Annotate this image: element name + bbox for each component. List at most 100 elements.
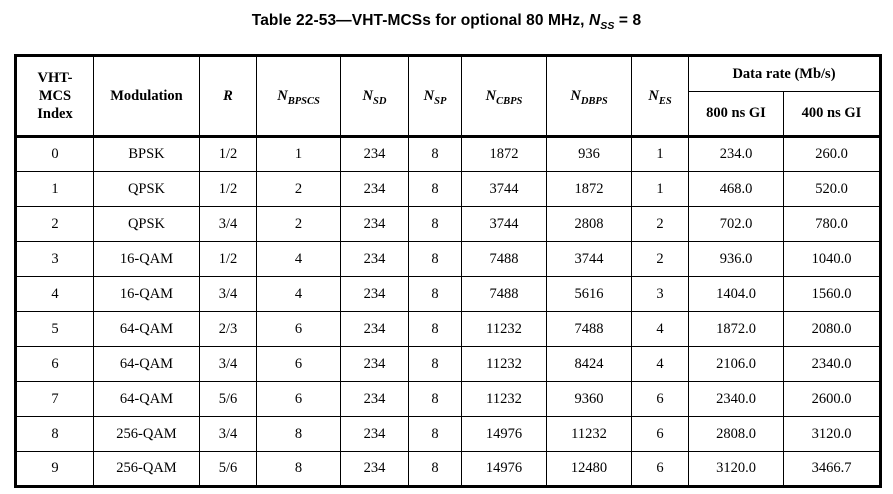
cell-gi-400: 780.0	[783, 206, 881, 242]
cell-n-es: 3	[631, 276, 689, 312]
column-header-gi-800: 800 ns GI	[688, 91, 784, 137]
cell-n-sd: 234	[340, 171, 409, 207]
cell-n-es: 6	[631, 381, 689, 417]
cell-r: 1/2	[199, 136, 257, 172]
cell-n-es: 4	[631, 311, 689, 347]
table-header: VHT- MCS Index Modulation R NBPSCS NSD NSP NCB…	[15, 55, 881, 137]
header-row-top: VHT- MCS Index Modulation R NBPSCS NSD NSP NCB…	[15, 55, 881, 137]
cell-gi-800: 1872.0	[688, 311, 784, 347]
cell-n-cbps: 7488	[461, 276, 547, 312]
cell-vht-mcs-index: 7	[15, 381, 94, 417]
cell-vht-mcs-index: 4	[15, 276, 94, 312]
table-row: 6 64-QAM 3/4 6 234 8 11232 8424 4 2106.0 2340.0	[15, 346, 881, 382]
cell-modulation: 16-QAM	[93, 276, 200, 312]
cell-gi-800: 936.0	[688, 241, 784, 277]
table-row: 0 BPSK 1/2 1 234 8 1872 936 1 234.0 260.0	[15, 136, 881, 172]
cell-n-dbps: 11232	[546, 416, 632, 452]
cell-r: 3/4	[199, 416, 257, 452]
cell-modulation: 64-QAM	[93, 381, 200, 417]
nss-subscript: SS	[600, 20, 615, 33]
cell-gi-800: 3120.0	[688, 451, 784, 487]
cell-n-sp: 8	[408, 416, 462, 452]
table-row: 2 QPSK 3/4 2 234 8 3744 2808 2 702.0 780.0	[15, 206, 881, 242]
column-header-n-sd: NSD	[340, 55, 409, 137]
cell-vht-mcs-index: 2	[15, 206, 94, 242]
cell-gi-400: 520.0	[783, 171, 881, 207]
cell-r: 5/6	[199, 451, 257, 487]
cell-n-dbps: 9360	[546, 381, 632, 417]
column-header-subscript: ES	[658, 95, 672, 107]
cell-n-bpscs: 6	[256, 311, 341, 347]
column-header-n-cbps: NCBPS	[461, 55, 547, 137]
column-header-symbol: N	[277, 87, 288, 104]
column-header-subscript: BPSCS	[287, 95, 320, 107]
cell-r: 5/6	[199, 381, 257, 417]
cell-vht-mcs-index: 1	[15, 171, 94, 207]
cell-gi-400: 260.0	[783, 136, 881, 172]
cell-gi-400: 1040.0	[783, 241, 881, 277]
cell-n-bpscs: 1	[256, 136, 341, 172]
cell-n-sp: 8	[408, 276, 462, 312]
cell-vht-mcs-index: 0	[15, 136, 94, 172]
table-title-suffix: = 8	[614, 12, 642, 29]
cell-vht-mcs-index: 5	[15, 311, 94, 347]
cell-n-sp: 8	[408, 241, 462, 277]
cell-vht-mcs-index: 8	[15, 416, 94, 452]
cell-n-dbps: 936	[546, 136, 632, 172]
table-row: 3 16-QAM 1/2 4 234 8 7488 3744 2 936.0 1040.0	[15, 241, 881, 277]
cell-gi-400: 2080.0	[783, 311, 881, 347]
cell-gi-800: 2808.0	[688, 416, 784, 452]
cell-n-bpscs: 6	[256, 346, 341, 382]
cell-n-cbps: 14976	[461, 451, 547, 487]
table-row: 8 256-QAM 3/4 8 234 8 14976 11232 6 2808.0 3120.0	[15, 416, 881, 452]
cell-modulation: 64-QAM	[93, 311, 200, 347]
column-header-n-sp: NSP	[408, 55, 462, 137]
column-header-label: VHT- MCS Index	[37, 69, 73, 123]
cell-n-cbps: 11232	[461, 311, 547, 347]
cell-n-dbps: 7488	[546, 311, 632, 347]
cell-n-dbps: 1872	[546, 171, 632, 207]
cell-n-es: 1	[631, 171, 689, 207]
column-header-subscript: DBPS	[580, 95, 608, 107]
table-body: 0 BPSK 1/2 1 234 8 1872 936 1 234.0 260.0 1 QPSK 1/2 2…	[15, 136, 881, 487]
column-header-subscript: CBPS	[496, 95, 523, 107]
cell-gi-400: 2340.0	[783, 346, 881, 382]
cell-n-sp: 8	[408, 171, 462, 207]
column-header-n-bpscs: NBPSCS	[256, 55, 341, 137]
column-header-vht-mcs-index: VHT- MCS Index	[15, 55, 94, 137]
column-header-n-es: NES	[631, 55, 689, 137]
column-header-subscript: SP	[434, 95, 447, 107]
cell-gi-800: 468.0	[688, 171, 784, 207]
cell-vht-mcs-index: 9	[15, 451, 94, 487]
cell-n-dbps: 5616	[546, 276, 632, 312]
cell-modulation: 64-QAM	[93, 346, 200, 382]
cell-n-bpscs: 6	[256, 381, 341, 417]
cell-n-bpscs: 4	[256, 276, 341, 312]
cell-n-sp: 8	[408, 311, 462, 347]
cell-n-bpscs: 2	[256, 206, 341, 242]
cell-n-es: 2	[631, 206, 689, 242]
cell-modulation: QPSK	[93, 206, 200, 242]
cell-n-sd: 234	[340, 451, 409, 487]
vht-mcs-table: VHT- MCS Index Modulation R NBPSCS NSD NSP NCB…	[14, 54, 882, 488]
cell-modulation: BPSK	[93, 136, 200, 172]
cell-n-bpscs: 4	[256, 241, 341, 277]
column-header-label: Modulation	[110, 87, 183, 104]
column-header-symbol: R	[223, 87, 233, 104]
cell-r: 3/4	[199, 346, 257, 382]
cell-n-sp: 8	[408, 451, 462, 487]
column-header-modulation: Modulation	[93, 55, 200, 137]
cell-vht-mcs-index: 6	[15, 346, 94, 382]
cell-modulation: 256-QAM	[93, 451, 200, 487]
cell-n-sd: 234	[340, 276, 409, 312]
column-header-symbol: N	[423, 87, 435, 104]
table-row: 1 QPSK 1/2 2 234 8 3744 1872 1 468.0 520.0	[15, 171, 881, 207]
cell-n-es: 6	[631, 451, 689, 487]
cell-modulation: 256-QAM	[93, 416, 200, 452]
cell-n-cbps: 1872	[461, 136, 547, 172]
cell-gi-800: 2106.0	[688, 346, 784, 382]
cell-n-sp: 8	[408, 206, 462, 242]
header-row-sub: 800 ns GI 400 ns GI	[16, 91, 881, 137]
cell-n-cbps: 11232	[461, 346, 547, 382]
nss-symbol: N	[589, 12, 601, 29]
